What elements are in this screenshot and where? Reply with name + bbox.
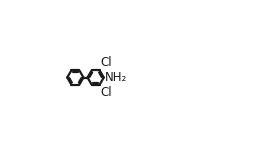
Text: Cl: Cl: [101, 56, 112, 69]
Text: Cl: Cl: [101, 86, 112, 99]
Text: NH₂: NH₂: [105, 71, 127, 84]
